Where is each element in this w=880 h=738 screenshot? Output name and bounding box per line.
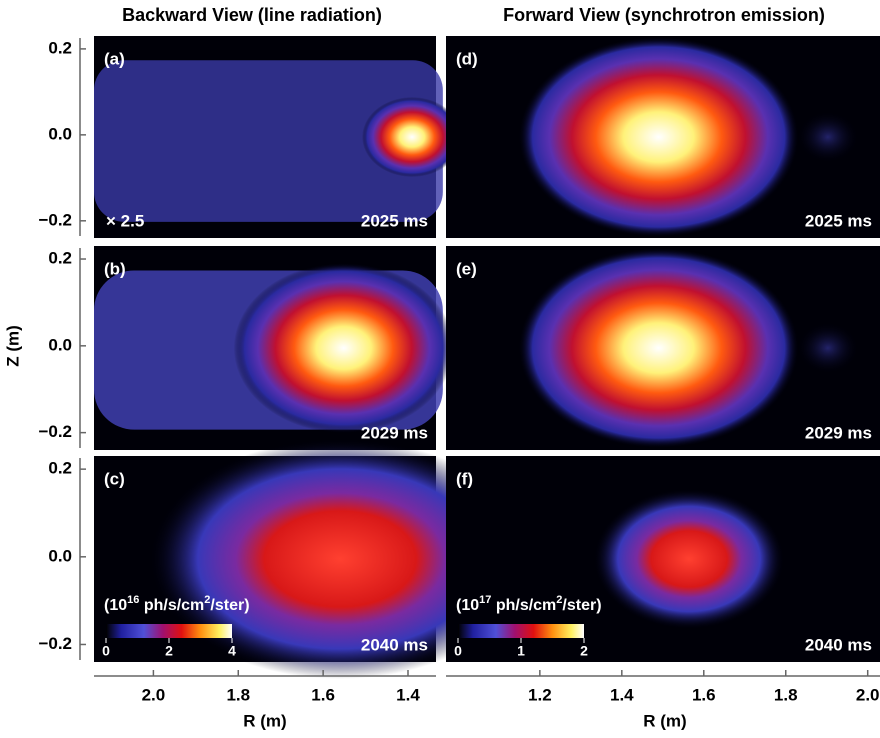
colorbar-unit-part: /ster) xyxy=(210,597,249,614)
panel-content xyxy=(518,37,858,237)
panel-content xyxy=(94,263,454,433)
colorbar-tick-label: 0 xyxy=(102,643,110,659)
panel-time: 2025 ms xyxy=(361,211,428,230)
x-tick-label: 2.0 xyxy=(142,685,166,704)
x-tick-label: 1.4 xyxy=(396,685,420,704)
y-tick-label: 0.0 xyxy=(48,335,72,354)
colorbar-unit-part: 16 xyxy=(127,594,139,606)
x-tick-label: 1.2 xyxy=(528,685,552,704)
y-tick-label: 0.0 xyxy=(48,124,72,143)
panel-label: (f) xyxy=(456,469,473,488)
colorbar xyxy=(458,624,584,638)
y-tick-label: −0.2 xyxy=(38,634,72,653)
plasma-glow xyxy=(94,60,443,222)
x-tick-label: 2.0 xyxy=(856,685,880,704)
y-tick-label: −0.2 xyxy=(38,210,72,229)
colorbar-tick-label: 2 xyxy=(165,643,173,659)
panel-time: 2029 ms xyxy=(805,423,872,442)
y-tick-label: 0.2 xyxy=(48,249,72,268)
panel-time: 2025 ms xyxy=(805,211,872,230)
panel-label: (a) xyxy=(104,49,125,68)
panel-content xyxy=(594,489,785,629)
y-tick-label: 0.0 xyxy=(48,546,72,565)
y-tick-label: −0.2 xyxy=(38,422,72,441)
right-title: Forward View (synchrotron emission) xyxy=(503,5,825,25)
colorbar-unit-part: (10 xyxy=(456,597,479,614)
panel-time: 2040 ms xyxy=(361,635,428,654)
panel-label: (e) xyxy=(456,259,477,278)
panel-time: 2040 ms xyxy=(805,635,872,654)
hot-spot xyxy=(233,263,454,433)
colorbar xyxy=(106,624,232,638)
colorbar-unit-part: 2 xyxy=(556,594,562,606)
panel-note: × 2.5 xyxy=(106,211,144,230)
colorbar-unit-part: /ster) xyxy=(562,597,601,614)
colorbar-unit-part: (10 xyxy=(104,597,127,614)
panel-content xyxy=(94,60,463,222)
colorbar-unit-part: ph/s/cm xyxy=(491,597,556,614)
colorbar-tick-label: 0 xyxy=(454,643,462,659)
y-axis-label: Z (m) xyxy=(3,325,22,367)
colorbar-unit-part: 2 xyxy=(204,594,210,606)
colorbar-unit: (1016 ph/s/cm2/ster) xyxy=(104,594,250,614)
x-tick-label: 1.8 xyxy=(226,685,250,704)
faint-spot xyxy=(797,112,858,162)
colorbar-unit: (1017 ph/s/cm2/ster) xyxy=(456,594,602,614)
plasma-glow xyxy=(150,439,531,679)
hot-spot xyxy=(362,97,463,177)
panel-label: (b) xyxy=(104,259,126,278)
x-tick-label: 1.4 xyxy=(610,685,634,704)
panel-label: (d) xyxy=(456,49,478,68)
plasma-glow xyxy=(518,37,799,237)
left-title: Backward View (line radiation) xyxy=(122,5,382,25)
x-axis-label: R (m) xyxy=(643,711,686,730)
x-tick-label: 1.6 xyxy=(311,685,335,704)
y-tick-label: 0.2 xyxy=(48,38,72,57)
faint-spot xyxy=(797,323,858,373)
colorbar-tick-label: 1 xyxy=(517,643,525,659)
panel-content xyxy=(150,439,531,679)
colorbar-tick-label: 4 xyxy=(228,643,236,659)
colorbar-tick-label: 2 xyxy=(580,643,588,659)
panel-label: (c) xyxy=(104,469,125,488)
x-axis-label: R (m) xyxy=(243,711,286,730)
y-tick-label: 0.2 xyxy=(48,459,72,478)
colorbar-unit-part: ph/s/cm xyxy=(139,597,204,614)
x-tick-label: 1.8 xyxy=(774,685,798,704)
plasma-glow xyxy=(594,489,785,629)
colorbar-unit-part: 17 xyxy=(479,594,491,606)
x-tick-label: 1.6 xyxy=(692,685,716,704)
plasma-glow xyxy=(518,248,799,448)
panel-content xyxy=(518,248,858,448)
panel-time: 2029 ms xyxy=(361,423,428,442)
